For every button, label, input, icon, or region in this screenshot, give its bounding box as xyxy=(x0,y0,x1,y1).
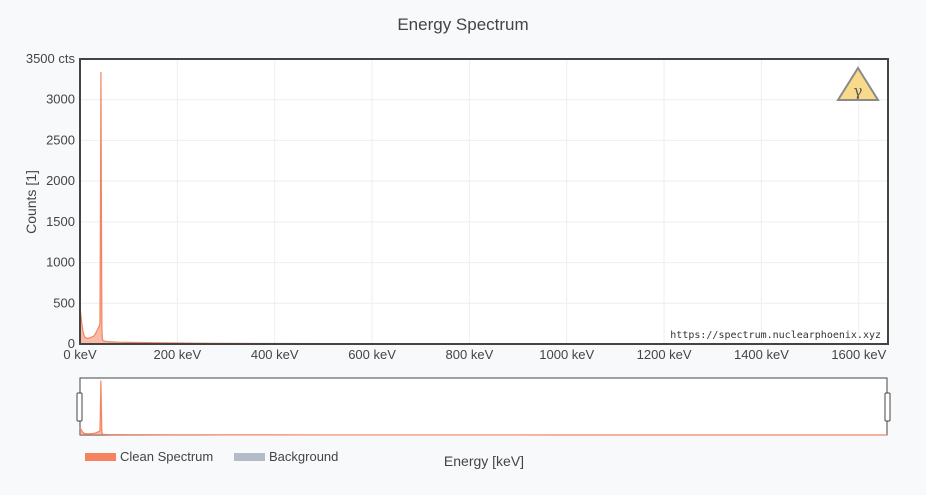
x-tick-label: 800 keV xyxy=(446,347,494,362)
range-slider-left-handle[interactable] xyxy=(76,392,83,422)
x-tick-label: 400 keV xyxy=(251,347,299,362)
y-tick-label: 2500 xyxy=(46,132,75,147)
legend: Clean Spectrum Background xyxy=(85,449,338,464)
x-tick-label: 600 keV xyxy=(348,347,396,362)
x-tick-label: 0 keV xyxy=(63,347,97,362)
legend-item-clean-spectrum[interactable]: Clean Spectrum xyxy=(85,449,213,464)
y-tick-label: 3000 xyxy=(46,92,75,107)
watermark-url[interactable]: https://spectrum.nuclearphoenix.xyz xyxy=(670,330,881,341)
x-tick-label: 1400 keV xyxy=(734,347,789,362)
x-tick-label: 1200 keV xyxy=(637,347,692,362)
x-tick-labels: 0 keV 200 keV 400 keV 600 keV 800 keV 1000 ke… xyxy=(63,347,886,362)
plot-area[interactable] xyxy=(80,59,888,344)
range-slider-right-handle[interactable] xyxy=(884,392,891,422)
y-tick-label: 3500 cts xyxy=(26,51,76,66)
x-axis-title: Energy [keV] xyxy=(444,453,524,469)
range-slider-series xyxy=(79,380,887,436)
y-tick-label: 500 xyxy=(53,295,75,310)
x-tick-label: 1600 keV xyxy=(831,347,886,362)
legend-swatch-background xyxy=(234,453,265,461)
y-axis-title: Counts [1] xyxy=(23,170,39,234)
chart-title: Energy Spectrum xyxy=(397,15,528,34)
legend-label-background: Background xyxy=(269,449,338,464)
x-tick-label: 1000 keV xyxy=(539,347,594,362)
x-tick-label: 200 keV xyxy=(153,347,201,362)
badge-triangle xyxy=(836,66,880,101)
range-slider[interactable] xyxy=(79,377,888,436)
y-tick-label: 1500 xyxy=(46,214,75,229)
legend-item-background[interactable]: Background xyxy=(234,449,338,464)
grid-lines xyxy=(80,59,888,344)
y-tick-label: 2000 xyxy=(46,173,75,188)
y-tick-label: 0 xyxy=(68,336,75,351)
legend-swatch-clean-spectrum xyxy=(85,453,116,461)
legend-label-clean-spectrum: Clean Spectrum xyxy=(120,449,213,464)
y-tick-label: 1000 xyxy=(46,255,75,270)
y-tick-labels: 0 500 1000 1500 2000 2500 3000 3500 cts xyxy=(26,51,76,351)
badge-symbol: γ xyxy=(854,82,863,100)
series-line-slider-clean-spectrum xyxy=(79,380,887,436)
gamma-warning-badge-icon: γ xyxy=(836,66,880,101)
plot-frame xyxy=(79,58,889,345)
